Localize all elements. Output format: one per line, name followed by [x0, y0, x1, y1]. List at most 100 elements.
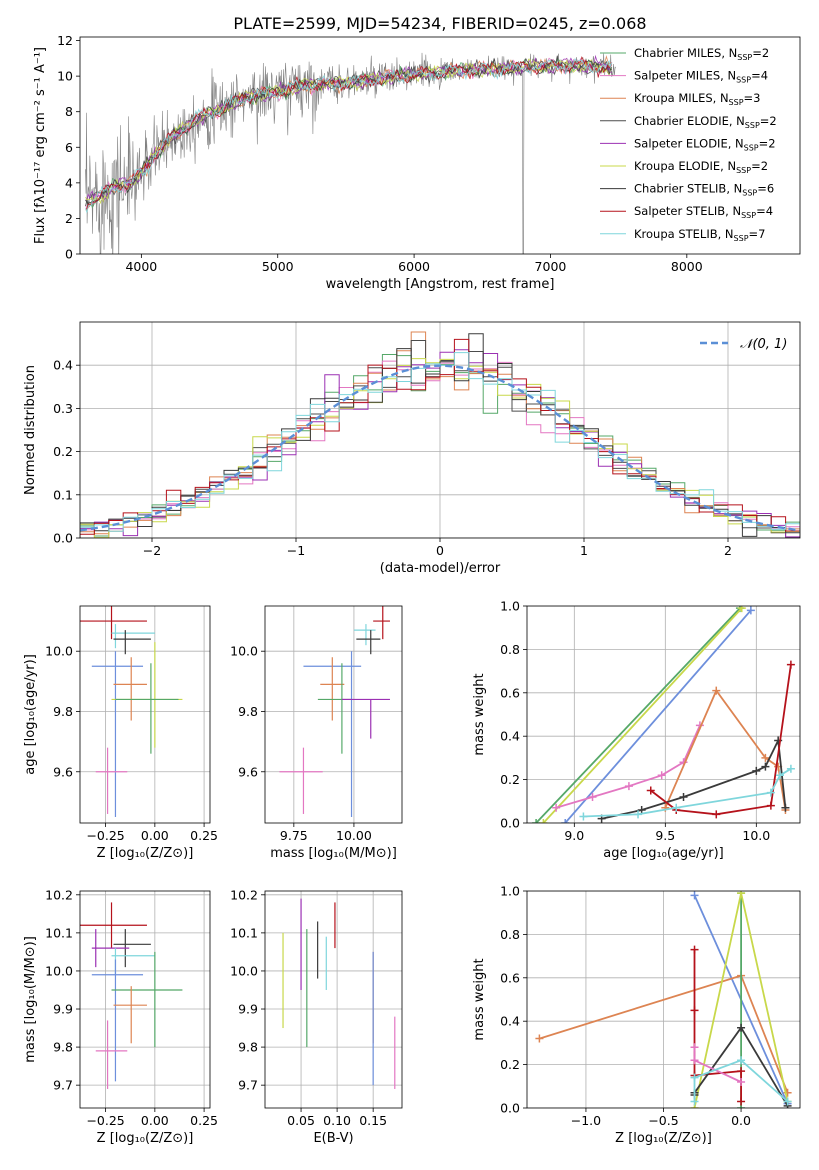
y-tick-label: 9.6	[53, 764, 73, 779]
weight-marker	[552, 803, 561, 812]
x-tick-label: 0.00	[141, 1113, 169, 1128]
y-tick-label: 6	[65, 140, 73, 155]
y-tick-label: 0.6	[500, 685, 520, 700]
y-tick-label: 1.0	[500, 884, 520, 899]
model-spectrum-8	[85, 58, 613, 214]
weight-marker	[690, 1097, 699, 1106]
axes-frame-spectrum	[79, 36, 801, 255]
weight-marker	[737, 891, 746, 898]
legend-entry: Salpeter ELODIE, NSSP=2	[634, 136, 776, 152]
legend-entry: Kroupa MILES, NSSP=3	[634, 91, 760, 107]
y-tick-label: 0.1	[53, 487, 73, 502]
y-tick-label: 0.2	[500, 772, 520, 787]
weight-line-2	[564, 609, 752, 823]
legend-sub: SSP	[736, 166, 751, 175]
x-axis-label: Z [log₁₀(Z/Z⊙)]	[97, 1131, 194, 1146]
x-tick-label: 0.0	[731, 1113, 751, 1128]
weight-line-3	[555, 725, 701, 809]
y-axis-label: mass [log₁₀(M/M⊙)]	[23, 936, 38, 1063]
axes-frame-weight-vs-age	[526, 605, 801, 824]
x-tick-label: 0	[436, 543, 444, 558]
weight-marker	[690, 1006, 699, 1015]
x-tick-label: −2	[143, 543, 161, 558]
legend-val: =4	[751, 69, 768, 83]
legend-val: =2	[751, 159, 768, 173]
x-tick-label: 10.00	[336, 828, 372, 843]
axes-frame-mass-vs-Z	[79, 890, 211, 1109]
plot-area-mass-vs-Z	[80, 891, 210, 1108]
legend-val: =6	[757, 182, 774, 196]
x-tick-label: −0.5	[648, 1113, 678, 1128]
legend-sub: SSP	[737, 53, 752, 62]
legend-entry: Kroupa STELIB, NSSP=7	[634, 227, 765, 243]
axes-frame-mass-vs-EBV	[264, 890, 403, 1109]
y-tick-label: 0.8	[500, 927, 520, 942]
axes-frame-weight-vs-Z	[526, 890, 801, 1109]
weight-line-1	[542, 607, 743, 823]
weight-marker	[646, 786, 655, 795]
weight-marker	[737, 1067, 746, 1076]
legend-val: =2	[759, 136, 776, 150]
figure-title: PLATE=2599, MJD=54234, FIBERID=0245, z=0…	[233, 14, 646, 33]
plot-area-spectrum	[85, 52, 616, 254]
y-tick-label: 0.4	[500, 729, 520, 744]
y-tick-label: 0.0	[500, 1101, 520, 1116]
weight-marker	[786, 660, 795, 669]
weight-marker	[761, 762, 770, 771]
legend-sub: SSP	[745, 121, 760, 130]
weight-marker	[657, 771, 666, 780]
weight-marker	[634, 810, 643, 819]
weight-marker	[690, 1073, 699, 1082]
plot-area-age-vs-mass	[265, 606, 402, 823]
legend-val: =7	[749, 227, 766, 241]
weight-marker	[737, 1023, 746, 1032]
x-tick-label: 7000	[535, 259, 567, 274]
y-tick-label: 9.8	[53, 704, 73, 719]
x-axis-label: wavelength [Angstrom, rest frame]	[326, 277, 555, 292]
y-tick-label: 9.8	[238, 704, 258, 719]
legend-entry: Chabrier MILES, NSSP=2	[634, 46, 769, 62]
y-tick-label: 9.7	[238, 1078, 258, 1093]
legend-entry: Salpeter STELIB, NSSP=4	[634, 204, 773, 220]
y-tick-label: 0.2	[53, 444, 73, 459]
y-tick-label: 0.4	[53, 358, 73, 373]
weight-marker	[624, 782, 633, 791]
legend-entry: 𝒩(0, 1)	[740, 337, 787, 352]
weight-marker	[737, 606, 746, 613]
weight-marker	[637, 805, 646, 814]
plot-area-weight-vs-Z	[527, 891, 800, 1108]
legend-val: =4	[756, 204, 773, 218]
weight-marker	[712, 686, 721, 695]
x-tick-label: 1	[580, 543, 588, 558]
weight-marker	[539, 819, 548, 823]
weight-marker	[579, 812, 588, 821]
model-spectrum-3	[85, 58, 613, 207]
x-tick-label: 0.05	[287, 1113, 315, 1128]
weight-marker	[690, 891, 699, 900]
y-tick-label: 1.0	[500, 599, 520, 614]
x-tick-label: 0.25	[190, 828, 218, 843]
legend-entry: Kroupa ELODIE, NSSP=2	[634, 159, 768, 175]
legend-sub: SSP	[741, 211, 756, 220]
weight-marker	[737, 1077, 746, 1086]
y-tick-label: 9.8	[53, 1040, 73, 1055]
weight-line-7	[693, 1059, 789, 1103]
y-tick-label: 0	[65, 247, 73, 262]
data-spectrum	[85, 52, 616, 254]
x-tick-label: −1	[287, 543, 305, 558]
x-tick-label: −0.25	[86, 1113, 124, 1128]
x-axis-label: (data-model)/error	[380, 561, 501, 576]
y-axis-label: Normed distribution	[23, 365, 38, 495]
y-tick-label: 9.9	[53, 1002, 73, 1017]
weight-marker	[766, 788, 775, 797]
y-tick-label: 10.2	[45, 887, 73, 902]
y-tick-label: 4	[65, 175, 73, 190]
x-axis-label: Z [log₁₀(Z/Z⊙)]	[615, 1131, 712, 1146]
x-tick-label: 8000	[671, 259, 703, 274]
weight-marker	[766, 801, 775, 810]
x-tick-label: 0.15	[359, 1113, 387, 1128]
plot-area-weight-vs-age	[527, 606, 800, 823]
legend-sub: SSP	[734, 234, 749, 243]
axes-frame-residuals	[79, 321, 801, 539]
